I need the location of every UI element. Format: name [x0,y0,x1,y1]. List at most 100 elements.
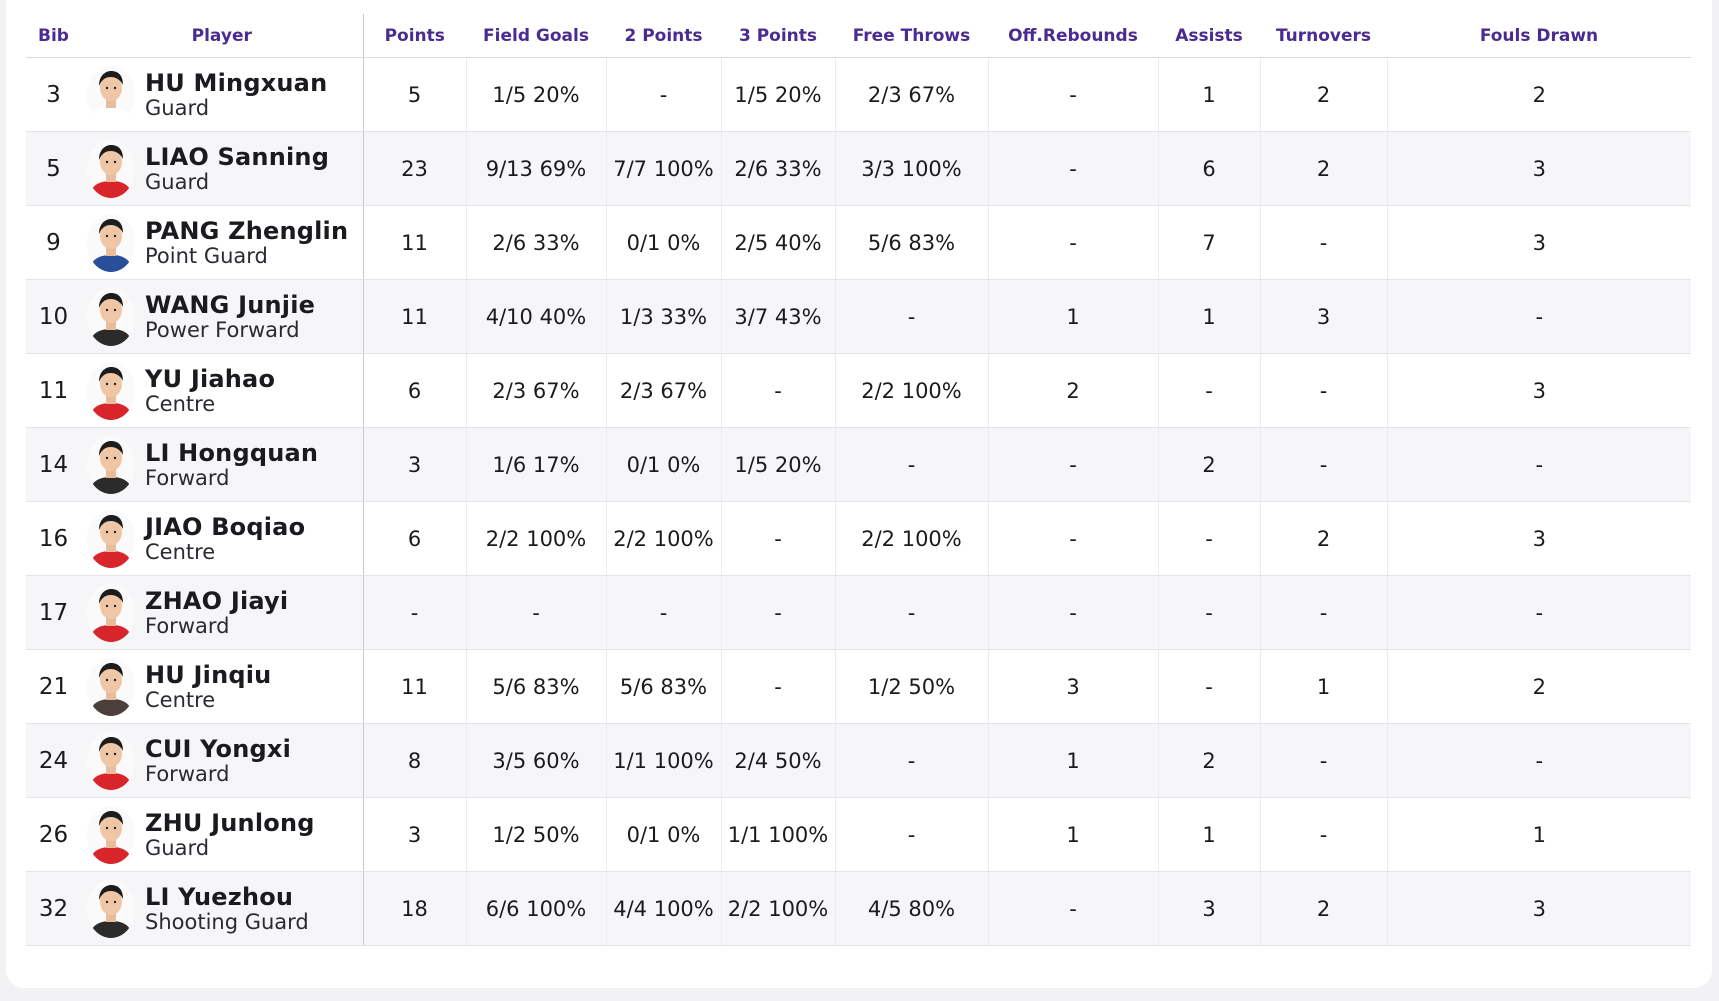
field-goals-cell: - [465,575,606,650]
three-points-cell: 1/5 20% [720,57,835,132]
col-header-player[interactable]: Player [81,14,364,58]
player-position: Guard [145,95,210,120]
assists-cell: 2 [1157,723,1260,798]
player-avatar [87,657,135,716]
assists-cell: - [1157,501,1260,576]
col-header-off-rebounds[interactable]: Off.Rebounds [988,14,1158,58]
col-header-3-points[interactable]: 3 Points [721,14,835,58]
points-cell: 18 [362,871,466,946]
player-info[interactable]: ZHU Junlong Guard [81,805,363,864]
player-text: JIAO Boqiao Centre [145,514,305,564]
turnovers-cell: 2 [1259,131,1387,206]
fouls-drawn-cell: - [1386,279,1691,354]
col-header-points[interactable]: Points [363,14,466,58]
bib-number: 5 [26,131,81,206]
player-avatar [87,509,135,568]
off-rebounds-cell: - [987,205,1158,280]
player-avatar-image [89,144,133,198]
player-info[interactable]: PANG Zhenglin Point Guard [81,213,363,272]
table-row: 26 ZHU Junlong Guard [26,797,1691,872]
col-header-field-goals[interactable]: Field Goals [466,14,606,58]
two-points-cell: 0/1 0% [605,205,721,280]
points-cell: 11 [362,205,466,280]
turnovers-cell: 2 [1259,501,1387,576]
free-throws-cell: 4/5 80% [834,871,988,946]
player-avatar-image [89,366,133,420]
turnovers-cell: - [1259,205,1387,280]
fouls-drawn-cell: 3 [1386,871,1691,946]
player-info[interactable]: HU Jinqiu Centre [81,657,363,716]
free-throws-cell: 2/2 100% [834,353,988,428]
player-cell: LI Yuezhou Shooting Guard [81,871,364,946]
assists-cell: 6 [1157,131,1260,206]
three-points-cell: - [720,649,835,724]
col-header-bib[interactable]: Bib [26,14,81,58]
off-rebounds-cell: - [987,131,1158,206]
player-info[interactable]: LI Hongquan Forward [81,435,363,494]
free-throws-cell: - [834,575,988,650]
col-header-turnovers[interactable]: Turnovers [1260,14,1387,58]
player-avatar-image [89,736,133,790]
bib-number: 21 [26,649,81,724]
turnovers-cell: 3 [1259,279,1387,354]
field-goals-cell: 2/6 33% [465,205,606,280]
player-avatar-image [89,440,133,494]
col-header-2-points[interactable]: 2 Points [606,14,721,58]
player-avatar [87,361,135,420]
two-points-cell: 1/1 100% [605,723,721,798]
player-info[interactable]: JIAO Boqiao Centre [81,509,363,568]
player-info[interactable]: LI Yuezhou Shooting Guard [81,879,363,938]
player-cell: JIAO Boqiao Centre [81,501,364,576]
player-position: Centre [145,687,216,712]
off-rebounds-cell: 1 [987,279,1158,354]
col-header-fouls-drawn[interactable]: Fouls Drawn [1387,14,1691,58]
off-rebounds-cell: 2 [987,353,1158,428]
turnovers-cell: - [1259,353,1387,428]
player-name: HU Mingxuan [145,68,328,97]
off-rebounds-cell: 1 [987,797,1158,872]
player-name: YU Jiahao [145,364,276,393]
bib-number: 16 [26,501,81,576]
player-name: JIAO Boqiao [145,512,306,541]
table-row: 9 PANG Zhenglin Point Guard [26,205,1691,280]
player-text: LI Yuezhou Shooting Guard [145,884,309,934]
player-position: Guard [145,169,210,194]
col-header-free-throws[interactable]: Free Throws [835,14,988,58]
table-row: 11 YU Jiahao Centre [26,353,1691,428]
player-cell: ZHU Junlong Guard [81,797,364,872]
field-goals-cell: 9/13 69% [465,131,606,206]
points-cell: 5 [362,57,466,132]
assists-cell: 1 [1157,279,1260,354]
col-header-assists[interactable]: Assists [1158,14,1260,58]
player-info[interactable]: YU Jiahao Centre [81,361,363,420]
player-position: Centre [145,391,216,416]
turnovers-cell: - [1259,797,1387,872]
player-cell: CUI Yongxi Forward [81,723,364,798]
player-info[interactable]: WANG Junjie Power Forward [81,287,363,346]
free-throws-cell: 1/2 50% [834,649,988,724]
player-text: LIAO Sanning Guard [145,144,329,194]
three-points-cell: 2/5 40% [720,205,835,280]
fouls-drawn-cell: 2 [1386,649,1691,724]
player-info[interactable]: HU Mingxuan Guard [81,65,363,124]
player-info[interactable]: CUI Yongxi Forward [81,731,363,790]
player-info[interactable]: LIAO Sanning Guard [81,139,363,198]
three-points-cell: - [720,575,835,650]
player-name: LI Hongquan [145,438,319,467]
player-avatar [87,65,135,124]
two-points-cell: 2/2 100% [605,501,721,576]
turnovers-cell: - [1259,575,1387,650]
off-rebounds-cell: - [987,427,1158,502]
bib-number: 9 [26,205,81,280]
free-throws-cell: 5/6 83% [834,205,988,280]
player-name: WANG Junjie [145,290,316,319]
free-throws-cell: - [834,427,988,502]
player-cell: WANG Junjie Power Forward [81,279,364,354]
player-avatar [87,583,135,642]
player-avatar-image [89,588,133,642]
table-row: 3 HU Mingxuan Guard [26,57,1691,132]
off-rebounds-cell: 3 [987,649,1158,724]
player-info[interactable]: ZHAO Jiayi Forward [81,583,363,642]
assists-cell: 1 [1157,797,1260,872]
bib-number: 32 [26,871,81,946]
